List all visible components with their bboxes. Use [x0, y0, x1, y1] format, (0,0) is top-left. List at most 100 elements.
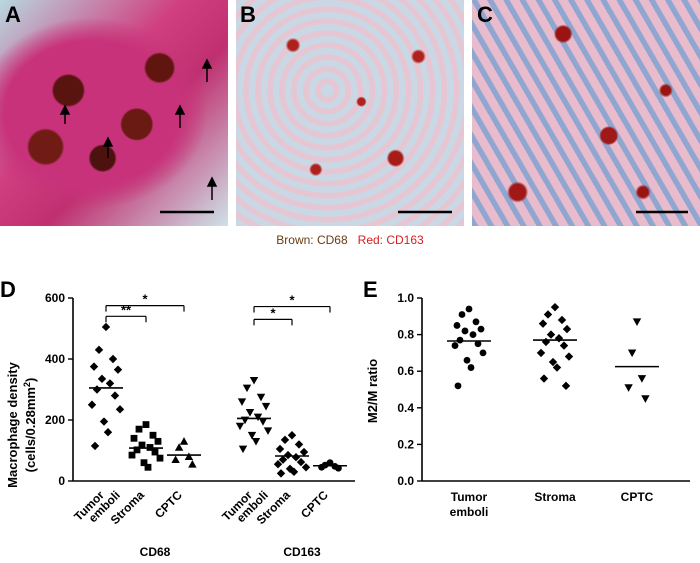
chart-d-point — [280, 435, 290, 445]
chart-d-point — [263, 427, 273, 435]
chart-e-point — [536, 348, 546, 358]
chart-d-point — [242, 384, 252, 393]
chart-e-category-label: emboli — [450, 505, 489, 519]
chart-d-point — [283, 450, 293, 460]
chart-e-ytick-label: 0.2 — [397, 437, 414, 451]
chart-d-point — [138, 441, 146, 449]
chart-e-point — [465, 305, 473, 313]
chart-e-ytick-label: 0.4 — [397, 401, 414, 415]
chart-e-ytick-label: 0.6 — [397, 364, 414, 378]
chart-d-point — [235, 422, 245, 431]
chart-d-point — [318, 463, 325, 471]
chart-e-point — [641, 395, 650, 403]
chart-e-point — [557, 315, 567, 325]
panel-letter-c: C — [477, 2, 493, 27]
chart-d-sig-label: * — [142, 292, 148, 307]
chart-d-point — [245, 409, 255, 417]
chart-d-point — [253, 413, 263, 422]
chart-d-point — [238, 445, 248, 454]
chart-d-group-label: CD68 — [140, 545, 171, 559]
chart-d-ytick-label: 400 — [45, 352, 65, 366]
chart-e-point — [552, 363, 562, 372]
chart-d-point — [278, 455, 288, 464]
chart-d-point — [179, 437, 189, 445]
panel-letter-b: B — [240, 2, 256, 27]
chart-e-point — [559, 341, 569, 350]
chart-d-sig-label: * — [289, 293, 295, 308]
chart-e-point — [632, 318, 642, 326]
chart-d-category-label: CPTC — [152, 488, 185, 521]
panel-letter-d: D — [0, 277, 16, 302]
chart-e-point — [451, 342, 459, 349]
chart-e-point — [453, 322, 461, 329]
chart-e-ytick-label: 1.0 — [397, 291, 414, 305]
chart-e-point — [454, 382, 462, 390]
scale-bar-b-overlay — [398, 210, 452, 214]
histology-image-a — [0, 0, 228, 226]
chart-d-point — [184, 452, 194, 460]
chart-e-category-label: Tumor — [451, 490, 488, 504]
chart-d-point — [105, 379, 115, 388]
chart-e-ytick-label: 0.8 — [397, 328, 414, 342]
chart-e-point — [467, 364, 475, 371]
chart-e-point — [546, 330, 556, 339]
scale-bar-c-overlay — [636, 210, 688, 214]
chart-d-point — [287, 431, 297, 440]
chart-e-point — [472, 318, 480, 326]
chart-d-point — [289, 467, 299, 477]
chart-d-point — [101, 322, 111, 332]
chart-d-ylabel-line2: (cells/0.28mm2) — [22, 378, 38, 473]
chart-e-point — [637, 375, 647, 383]
chart-d-ytick-label: 0 — [58, 474, 65, 488]
chart-d-point — [140, 459, 148, 467]
chart-d-point — [97, 374, 107, 384]
chart-d-point — [256, 393, 266, 402]
chart-e-point — [561, 381, 571, 391]
chart-d: Macrophage density (cells/0.28mm2) 0 200 4… — [5, 291, 355, 559]
chart-d-point — [90, 441, 100, 451]
chart-d-point — [149, 431, 157, 439]
chart-d-point — [113, 365, 123, 374]
chart-d-point — [110, 391, 120, 400]
chart-d-point — [151, 448, 159, 456]
chart-d-point — [144, 463, 152, 471]
chart-d-point — [135, 425, 143, 433]
chart-d-point — [154, 437, 162, 445]
chart-e: M2/M ratio 0.0 0.2 0.4 0.6 0.8 1.0 Tumoremboli… — [365, 291, 690, 519]
chart-e-point — [548, 357, 558, 367]
chart-d-point — [251, 437, 261, 446]
chart-d-point — [103, 428, 113, 437]
chart-d-point — [291, 453, 301, 462]
chart-d-point — [133, 446, 141, 454]
chart-e-point — [538, 319, 548, 328]
chart-d-sig-label: ** — [121, 302, 132, 317]
chart-e-point — [474, 340, 482, 348]
chart-e-point — [550, 302, 560, 312]
chart-e-point — [479, 349, 487, 357]
chart-e-point — [469, 331, 477, 338]
chart-d-ytick-label: 600 — [45, 291, 65, 305]
chart-e-ylabel: M2/M ratio — [365, 359, 380, 423]
chart-d-point — [89, 362, 99, 371]
chart-d-point — [258, 418, 268, 426]
chart-d-sig-label: * — [270, 305, 276, 320]
stain-legend: Brown: CD68 Red: CD163 — [0, 233, 700, 247]
chart-d-point — [99, 417, 109, 426]
chart-d-point — [92, 385, 102, 394]
chart-d-point — [276, 469, 286, 478]
chart-d-point — [156, 454, 164, 462]
chart-d-point — [261, 402, 271, 411]
chart-d-category-label: CPTC — [298, 488, 331, 521]
chart-e-point — [627, 349, 637, 358]
chart-e-category-label: CPTC — [621, 490, 654, 504]
chart-e-point — [539, 374, 549, 383]
chart-d-ylabel-line1: Macrophage density — [5, 361, 20, 487]
chart-d-point — [130, 434, 138, 442]
chart-d-point — [128, 451, 136, 459]
chart-e-ytick-label: 0.0 — [397, 474, 414, 488]
panel-letter-a: A — [5, 2, 21, 27]
chart-e-point — [554, 334, 564, 343]
chart-d-point — [275, 444, 285, 454]
chart-e-point — [461, 327, 469, 335]
chart-d-point — [87, 400, 97, 409]
